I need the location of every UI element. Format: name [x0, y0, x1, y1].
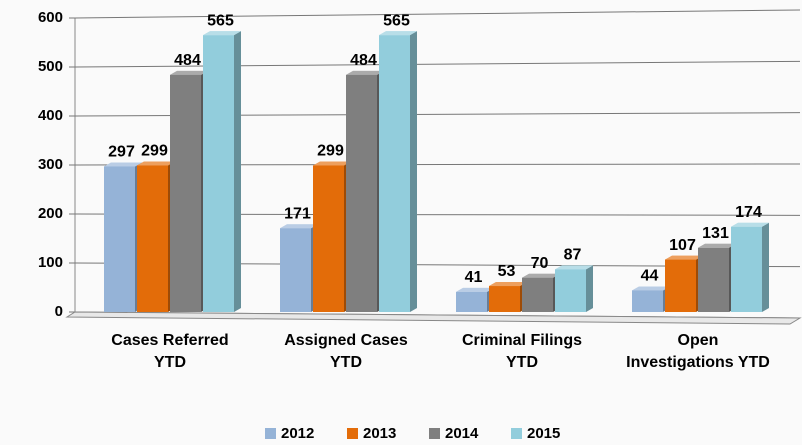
bar-top-shade	[489, 282, 527, 287]
data-label: 44	[641, 268, 659, 285]
bar-top	[346, 70, 384, 75]
bar-top	[203, 31, 241, 36]
x-tick-label: Open Investigations YTD	[626, 332, 770, 371]
bar-side-shade	[234, 31, 241, 313]
bar-side	[234, 31, 241, 313]
bar-side-shade	[586, 265, 593, 312]
bar	[379, 35, 410, 313]
y-tick-label: 100	[38, 254, 63, 271]
bar-top-shade	[280, 224, 318, 229]
data-label: 565	[207, 12, 234, 29]
bar-top-shade	[346, 70, 384, 75]
data-label: 70	[531, 255, 549, 272]
data-label: 484	[350, 52, 377, 69]
bar	[522, 277, 553, 312]
bar-top-shade	[104, 162, 142, 167]
y-tick-label: 600	[38, 9, 63, 26]
bar-top-shade	[379, 31, 417, 36]
bar	[137, 165, 168, 312]
y-tick-label: 500	[38, 58, 63, 75]
legend-label: 2012	[281, 425, 314, 442]
bar-top	[456, 287, 494, 292]
y-tick-label: 400	[38, 107, 63, 124]
bar	[731, 226, 762, 312]
bar	[313, 165, 344, 312]
legend-label: 2013	[363, 425, 396, 442]
bar-top	[313, 161, 351, 166]
bar-top	[731, 222, 769, 227]
data-label: 131	[702, 225, 729, 242]
bar-top-shade	[555, 265, 593, 270]
bar-top-shade	[698, 243, 736, 248]
bar	[346, 74, 377, 312]
legend-swatch	[429, 428, 440, 439]
y-tick-label: 300	[38, 156, 63, 173]
bar	[456, 291, 487, 312]
bar-top-shade	[313, 161, 351, 166]
bar-top-shade	[456, 287, 494, 292]
bar-top	[170, 70, 208, 75]
bar-top	[489, 282, 527, 287]
bar-top	[137, 161, 175, 166]
bar-top-shade	[632, 286, 670, 291]
bar-top-shade	[203, 31, 241, 36]
bar	[280, 228, 311, 312]
bar-top-shade	[665, 255, 703, 260]
data-label: 107	[669, 237, 696, 254]
bar	[104, 166, 135, 312]
bar-top	[280, 224, 318, 229]
bar-top-shade	[522, 273, 560, 278]
legend-swatch	[265, 428, 276, 439]
bar-side-shade	[410, 31, 417, 313]
legend-swatch	[347, 428, 358, 439]
bar	[203, 35, 234, 313]
data-label: 171	[284, 205, 311, 222]
bar	[665, 259, 696, 312]
y-tick-label: 200	[38, 205, 63, 222]
grid-line	[74, 9, 801, 19]
bar-top	[665, 255, 703, 260]
floor	[65, 311, 802, 325]
bar-top	[104, 162, 142, 167]
bar-top	[632, 286, 670, 291]
data-label: 565	[383, 12, 410, 29]
x-tick-label: Criminal Filings YTD	[461, 332, 582, 371]
bar-top-shade	[731, 222, 769, 227]
bar-top	[698, 243, 736, 248]
x-tick-label: Cases Referred YTD	[111, 332, 229, 371]
data-label: 53	[498, 263, 516, 280]
data-label: 297	[108, 144, 135, 161]
bar-side	[762, 222, 769, 312]
legend-swatch	[511, 428, 522, 439]
data-label: 299	[141, 143, 168, 160]
bar-top-shade	[170, 70, 208, 75]
data-label: 174	[735, 204, 762, 221]
grid-line	[74, 60, 801, 68]
bar	[170, 74, 201, 312]
bar-top	[379, 31, 417, 36]
legend-label: 2014	[445, 425, 479, 442]
data-label: 87	[564, 247, 582, 264]
x-tick-label: Assigned Cases YTD	[284, 332, 408, 371]
bar-top	[522, 273, 560, 278]
data-label: 41	[465, 269, 483, 286]
data-label: 484	[174, 52, 201, 69]
legend-label: 2015	[527, 425, 560, 442]
bar	[555, 269, 586, 312]
bar	[698, 247, 729, 312]
bar	[632, 290, 663, 312]
bar-top-shade	[137, 161, 175, 166]
y-tick-label: 0	[55, 303, 63, 320]
bar-side	[586, 265, 593, 312]
bar-side	[410, 31, 417, 313]
bar-top	[555, 265, 593, 270]
data-label: 299	[317, 143, 344, 160]
bar-side-shade	[762, 222, 769, 312]
bar	[489, 286, 520, 312]
